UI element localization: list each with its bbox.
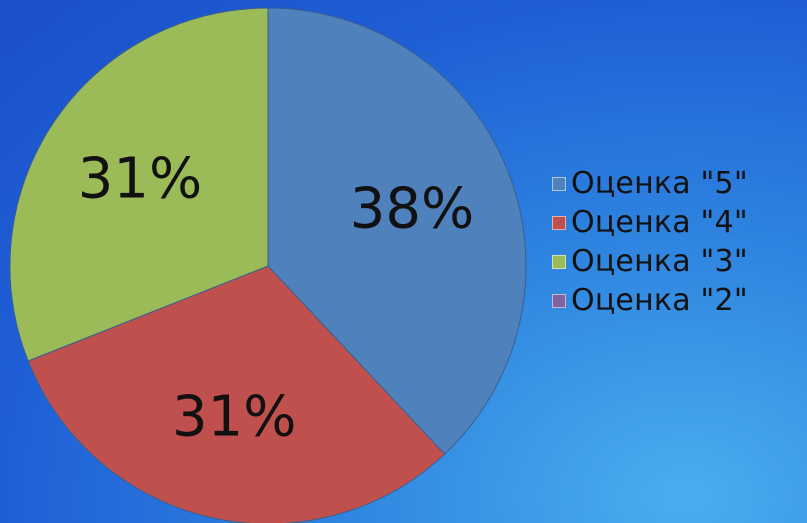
legend-swatch-grade-5 <box>552 177 566 191</box>
legend-item-grade-4: Оценка "4" <box>552 203 748 242</box>
legend-swatch-grade-3 <box>552 255 566 269</box>
data-label-grade-3: 31% <box>78 146 202 211</box>
chart-legend: Оценка "5" Оценка "4" Оценка "3" Оценка … <box>552 164 748 320</box>
data-label-grade-4: 31% <box>172 385 296 450</box>
legend-label-grade-2: Оценка "2" <box>571 283 748 318</box>
data-label-grade-5: 38% <box>350 177 474 242</box>
legend-label-grade-5: Оценка "5" <box>571 166 748 201</box>
legend-item-grade-3: Оценка "3" <box>552 242 748 281</box>
legend-swatch-grade-2 <box>552 294 566 308</box>
legend-item-grade-5: Оценка "5" <box>552 164 748 203</box>
legend-swatch-grade-4 <box>552 216 566 230</box>
legend-label-grade-4: Оценка "4" <box>571 205 748 240</box>
legend-label-grade-3: Оценка "3" <box>571 244 748 279</box>
legend-item-grade-2: Оценка "2" <box>552 281 748 320</box>
